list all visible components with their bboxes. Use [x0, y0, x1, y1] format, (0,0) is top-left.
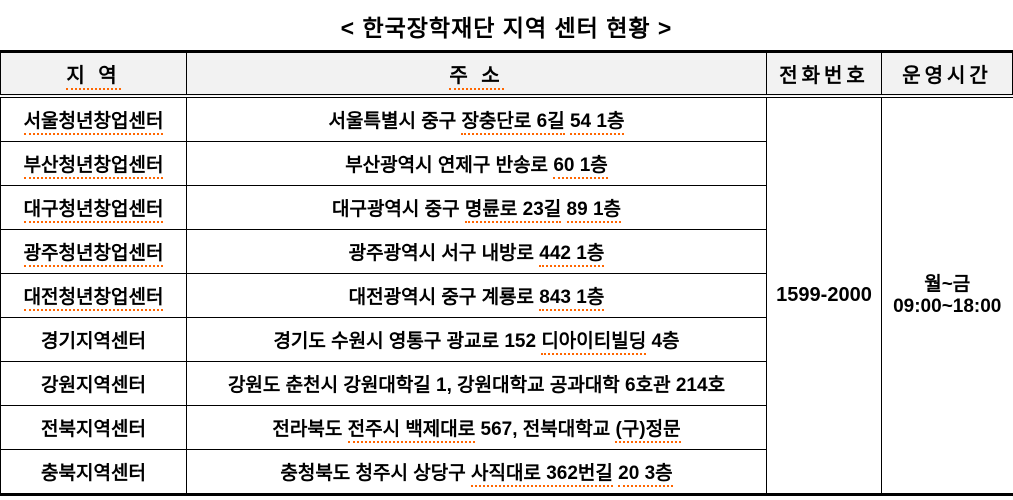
- address-segment: 대구광역시 중구: [331, 199, 465, 220]
- table-row: 경기지역센터 경기도 수원시 영통구 광교로 152 디아이티빌딩 4층: [0, 317, 1013, 362]
- address-segment: 567, 전북대학교: [475, 419, 616, 440]
- region-cell: 서울청년창업센터: [0, 96, 187, 142]
- region-cell: 대전청년창업센터: [0, 273, 187, 318]
- region-label: 경기지역센터: [41, 331, 146, 352]
- hours-time-range: 09:00~18:00: [893, 295, 1002, 317]
- column-header-region-label: 지 역: [66, 65, 121, 90]
- page-title: < 한국장학재단 지역 센터 현황 >: [340, 15, 673, 41]
- address-cell: 강원도 춘천시 강원대학길 1, 강원대학교 공과대학 6호관 214호: [186, 361, 767, 406]
- region-label: 대구청년창업센터: [23, 199, 164, 223]
- region-cell: 경기지역센터: [0, 317, 187, 362]
- address-cell: 전라북도 전주시 백제대로 567, 전북대학교 (구)정문: [186, 405, 767, 450]
- column-header-phone: 전화번호: [766, 51, 882, 98]
- address-segment: 사직대로 362번길: [471, 463, 613, 487]
- column-header-hours: 운영시간: [881, 51, 1013, 98]
- column-header-hours-label: 운영시간: [902, 65, 992, 87]
- table-header: 지 역 주 소 전화번호 운영시간: [0, 51, 1013, 98]
- table-row: 대구청년창업센터 대구광역시 중구 명륜로 23길 89 1층: [0, 185, 1013, 230]
- region-label: 충북지역센터: [41, 463, 146, 484]
- table-row: 강원지역센터 강원도 춘천시 강원대학길 1, 강원대학교 공과대학 6호관 21…: [0, 361, 1013, 406]
- address-segment: 전주시 백제대로: [347, 419, 476, 443]
- address-segment: 전라북도: [272, 419, 348, 440]
- address-segment: 89 1층: [566, 199, 621, 223]
- region-cell: 충북지역센터: [0, 449, 187, 495]
- address-segment: 54 1층: [569, 111, 625, 135]
- region-cell: 대구청년창업센터: [0, 185, 187, 230]
- address-cell: 경기도 수원시 영통구 광교로 152 디아이티빌딩 4층: [186, 317, 767, 362]
- address-segment: 부산광역시 연제구 반송로: [345, 155, 554, 176]
- region-label: 광주청년창업센터: [23, 243, 164, 267]
- address-segment: (구)정문: [615, 419, 681, 443]
- address-segment: 442 1층: [539, 243, 605, 267]
- region-center-table: 지 역 주 소 전화번호 운영시간 서울청년창업센터 서울특별시 중구 장충단로 …: [0, 50, 1013, 496]
- table-row: 충북지역센터 충청북도 청주시 상당구 사직대로 362번길 20 3층: [0, 449, 1013, 495]
- phone-cell: 1599-2000: [766, 96, 882, 495]
- address-cell: 광주광역시 서구 내방로 442 1층: [186, 229, 767, 274]
- address-segment: 843 1층: [539, 287, 605, 311]
- address-segment: 서울특별시 중구: [328, 111, 462, 132]
- region-label: 전북지역센터: [41, 419, 146, 440]
- table-row: 부산청년창업센터 부산광역시 연제구 반송로 60 1층: [0, 141, 1013, 186]
- region-label: 강원지역센터: [41, 375, 146, 396]
- address-cell: 대구광역시 중구 명륜로 23길 89 1층: [186, 185, 767, 230]
- column-header-address: 주 소: [186, 51, 767, 98]
- region-cell: 전북지역센터: [0, 405, 187, 450]
- region-label: 대전청년창업센터: [23, 287, 164, 311]
- address-segment: 20 3층: [618, 463, 673, 487]
- table-row: 광주청년창업센터 광주광역시 서구 내방로 442 1층: [0, 229, 1013, 274]
- address-segment: 4층: [646, 331, 680, 352]
- address-cell: 부산광역시 연제구 반송로 60 1층: [186, 141, 767, 186]
- address-segment: 장충단로 6길: [461, 111, 565, 135]
- address-segment: 강원도 춘천시 강원대학길 1, 강원대학교 공과대학 6호관 214호: [227, 375, 726, 396]
- hours-cell: 월~금 09:00~18:00: [881, 96, 1013, 495]
- hours-days: 월~금: [924, 273, 971, 295]
- region-cell: 광주청년창업센터: [0, 229, 187, 274]
- address-segment: 디아이티빌딩: [541, 331, 647, 355]
- address-segment: 명륜로 23길: [464, 199, 562, 223]
- address-segment: 60 1층: [553, 155, 608, 179]
- address-segment: 대전광역시 중구 계룡로: [348, 287, 540, 308]
- table-row: 서울청년창업센터 서울특별시 중구 장충단로 6길 54 1층 1599-2000 월…: [0, 96, 1013, 495]
- region-label: 서울청년창업센터: [23, 111, 164, 135]
- region-label: 부산청년창업센터: [23, 155, 164, 179]
- address-segment: 충청북도 청주시 상당구: [280, 463, 471, 484]
- region-cell: 부산청년창업센터: [0, 141, 187, 186]
- column-header-address-label: 주 소: [449, 65, 504, 90]
- table-header-row: 지 역 주 소 전화번호 운영시간: [0, 51, 1013, 98]
- table-row: 전북지역센터 전라북도 전주시 백제대로 567, 전북대학교 (구)정문: [0, 405, 1013, 450]
- address-segment: 광주광역시 서구 내방로: [348, 243, 540, 264]
- table-body: 서울청년창업센터 서울특별시 중구 장충단로 6길 54 1층 1599-2000 월…: [0, 96, 1013, 495]
- phone-number: 1599-2000: [776, 284, 872, 306]
- region-cell: 강원지역센터: [0, 361, 187, 406]
- address-cell: 충청북도 청주시 상당구 사직대로 362번길 20 3층: [186, 449, 767, 495]
- address-segment: [561, 199, 566, 220]
- column-header-region: 지 역: [0, 51, 187, 98]
- address-cell: 대전광역시 중구 계룡로 843 1층: [186, 273, 767, 318]
- address-segment: 경기도 수원시 영통구 광교로 152: [273, 331, 542, 352]
- column-header-phone-label: 전화번호: [779, 65, 869, 87]
- table-row: 대전청년창업센터 대전광역시 중구 계룡로 843 1층: [0, 273, 1013, 318]
- address-cell: 서울특별시 중구 장충단로 6길 54 1층: [186, 96, 767, 142]
